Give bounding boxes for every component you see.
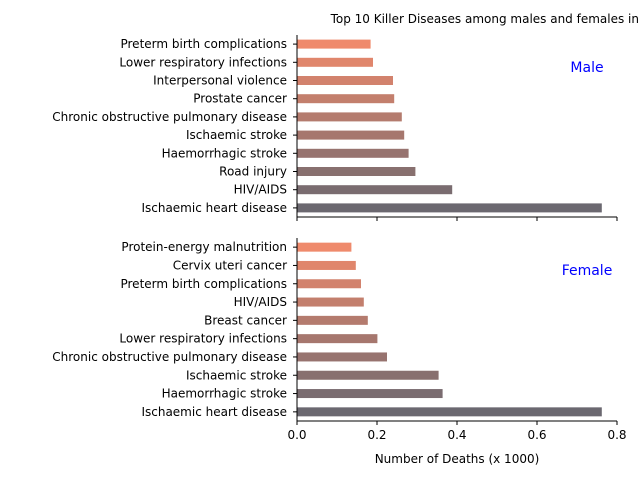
bar: [297, 242, 352, 252]
panel-female: Protein-energy malnutrition Cervix uteri …: [52, 238, 627, 442]
category-label: Preterm birth complications: [120, 277, 287, 291]
category-label: HIV/AIDS: [234, 295, 287, 309]
category-label: Interpersonal violence: [153, 74, 287, 88]
category-label: Haemorrhagic stroke: [162, 387, 287, 401]
x-tick-label: 0.6: [527, 428, 546, 442]
panel-male: Preterm birth complications Lower respira…: [52, 35, 618, 221]
bar: [297, 185, 453, 195]
category-label: Ischaemic stroke: [186, 368, 287, 382]
category-label: Protein-energy malnutrition: [121, 240, 287, 254]
x-axis-label: Number of Deaths (x 1000): [375, 452, 540, 466]
panel-label: Female: [562, 263, 613, 279]
bar: [297, 334, 378, 344]
bar: [297, 203, 602, 213]
category-label: Ischaemic heart disease: [141, 201, 287, 215]
bar: [297, 279, 361, 289]
panel-label: Male: [570, 60, 603, 76]
category-label: Road injury: [219, 165, 287, 179]
bar: [297, 315, 368, 325]
bar: [297, 148, 409, 158]
category-label: Lower respiratory infections: [119, 332, 287, 346]
x-tick-label: 0.0: [287, 428, 306, 442]
category-label: Haemorrhagic stroke: [162, 146, 287, 160]
category-label: Cervix uteri cancer: [173, 258, 287, 272]
bar: [297, 94, 395, 104]
bar: [297, 39, 371, 49]
x-tick-label: 0.2: [367, 428, 386, 442]
bar: [297, 76, 393, 85]
x-tick-label: 0.8: [607, 428, 626, 442]
bar: [297, 130, 405, 140]
chart-title: Top 10 Killer Diseases among males and f…: [330, 12, 639, 26]
category-label: Preterm birth complications: [120, 37, 287, 51]
category-label: Chronic obstructive pulmonary disease: [52, 350, 287, 364]
bar: [297, 112, 402, 122]
x-tick-label: 0.4: [447, 428, 466, 442]
category-label: Ischaemic heart disease: [141, 405, 287, 419]
bar: [297, 57, 373, 67]
bar: [297, 407, 602, 417]
bar: [297, 297, 364, 307]
category-label: HIV/AIDS: [234, 183, 287, 197]
category-label: Ischaemic stroke: [186, 128, 287, 142]
bar: [297, 352, 387, 362]
bar: [297, 389, 443, 399]
category-label: Lower respiratory infections: [119, 55, 287, 69]
category-label: Breast cancer: [204, 313, 287, 327]
bar: [297, 260, 356, 270]
category-label: Prostate cancer: [193, 92, 287, 106]
bar: [297, 370, 439, 380]
category-label: Chronic obstructive pulmonary disease: [52, 110, 287, 124]
bar: [297, 167, 416, 176]
